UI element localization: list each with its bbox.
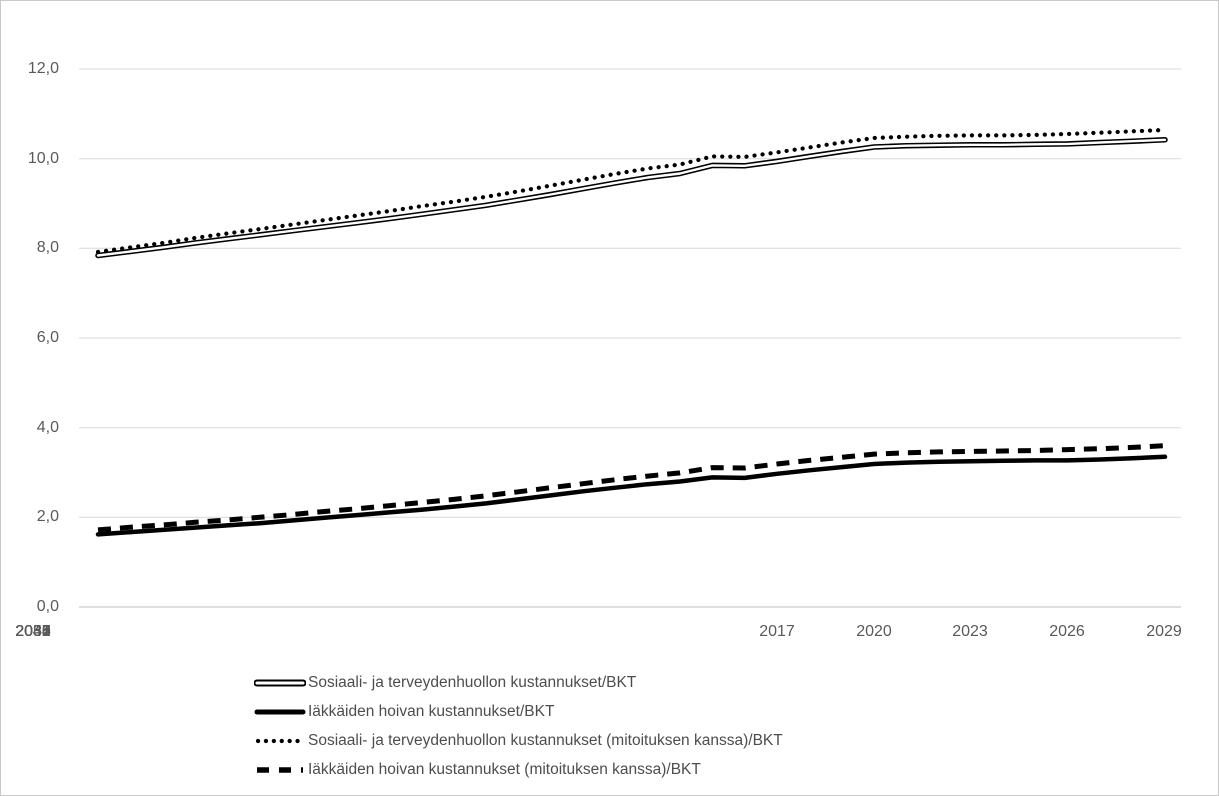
legend-item: Sosiaali- ja terveydenhuollon kustannuks… [254, 726, 783, 755]
x-axis-tick-label: 2020 [856, 623, 892, 640]
dotted-line-swatch-icon [255, 738, 306, 743]
dashed-line-swatch-icon [257, 766, 303, 773]
y-axis-tick-label: 10,0 [27, 150, 59, 167]
series-line-double [95, 137, 1168, 259]
series-line-solid [95, 454, 1168, 537]
legend-label: Iäkkäiden hoivan kustannukset (mitoituks… [308, 760, 701, 778]
legend-item: Iäkkäiden hoivan kustannukset/BKT [254, 697, 783, 726]
y-axis-tick-label: 4,0 [36, 419, 59, 436]
x-axis-tick-label: 2026 [1049, 623, 1085, 640]
series-line-dashed [97, 443, 1166, 533]
y-axis-tick-label: 6,0 [36, 329, 59, 346]
x-axis-tick-label: 2035 [15, 623, 51, 640]
y-axis-tick-label: 0,0 [36, 598, 59, 615]
legend-label: Sosiaali- ja terveydenhuollon kustannuks… [308, 731, 783, 749]
series-line-double-inner [96, 138, 1167, 257]
x-axis-tick-label: 2029 [1146, 623, 1182, 640]
y-axis-tick-label: 8,0 [36, 239, 59, 256]
x-axis-tick-label: 2050 [15, 623, 51, 640]
legend: Sosiaali- ja terveydenhuollon kustannuks… [254, 668, 783, 784]
double-line-swatch-icon [254, 679, 306, 686]
legend-item: Sosiaali- ja terveydenhuollon kustannuks… [254, 668, 783, 697]
legend-item: Iäkkäiden hoivan kustannukset (mitoituks… [254, 755, 783, 784]
x-axis-tick-label: 2023 [952, 623, 988, 640]
x-axis-tick-label: 2041 [15, 623, 51, 640]
y-axis-tick-label: 2,0 [36, 508, 59, 525]
x-axis-tick-label: 2017 [759, 623, 795, 640]
solid-line-swatch-icon [254, 709, 306, 714]
legend-label: Sosiaali- ja terveydenhuollon kustannuks… [308, 673, 637, 691]
series-line-dotted [95, 127, 1168, 254]
y-axis-tick-label: 12,0 [27, 60, 59, 77]
legend-label: Iäkkäiden hoivan kustannukset/BKT [308, 702, 555, 720]
x-axis-tick-label: 2032 [15, 623, 51, 640]
x-axis-tick-label: 2047 [15, 623, 51, 640]
x-axis-tick-label: 2038 [15, 623, 51, 640]
x-axis-tick-label: 2044 [15, 623, 51, 640]
